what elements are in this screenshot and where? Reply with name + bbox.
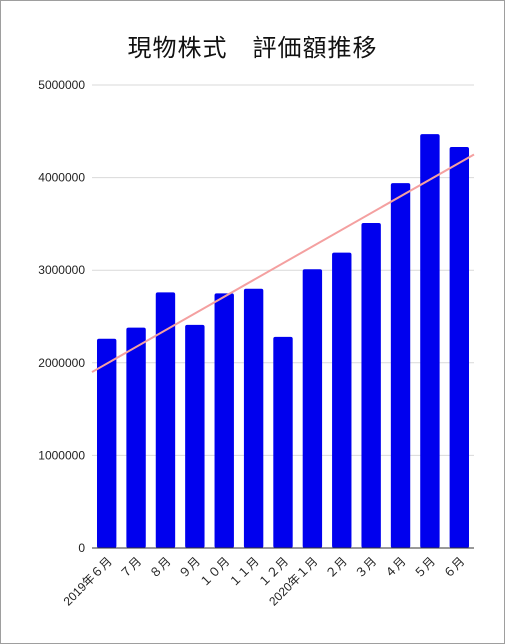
x-tick-label: ５月: [411, 554, 438, 581]
bar: [155, 292, 176, 548]
x-tick-label: ６月: [441, 554, 468, 581]
x-tick-label: ７月: [117, 554, 144, 581]
bar: [126, 327, 146, 548]
x-tick-label: ４月: [382, 554, 409, 581]
y-tick-label: 2000000: [38, 356, 85, 370]
trendline: [91, 153, 475, 373]
x-tick-label: ３月: [352, 554, 379, 581]
x-tick-label: ２月: [323, 554, 350, 581]
x-tick-label: ８月: [147, 554, 174, 581]
bar: [302, 269, 323, 548]
y-tick-label: 5000000: [38, 78, 85, 92]
y-tick-label: 1000000: [38, 448, 85, 462]
bar: [214, 293, 234, 548]
y-tick-label: 3000000: [38, 263, 85, 277]
bar: [273, 336, 293, 548]
x-tick-label: 2019年６月: [61, 554, 115, 608]
bar: [420, 134, 440, 548]
bar: [390, 183, 411, 548]
y-tick-label: 4000000: [38, 171, 85, 185]
x-tick-label: １１月: [226, 554, 261, 589]
bar: [361, 222, 381, 548]
bar: [96, 338, 117, 548]
chart-title: 現物株式 評価額推移: [127, 34, 378, 62]
bar: [449, 147, 470, 549]
bar: [185, 324, 205, 548]
x-tick-label: １０月: [197, 554, 232, 589]
bar: [332, 252, 352, 548]
bar: [243, 288, 264, 548]
y-tick-label: 0: [78, 541, 85, 555]
